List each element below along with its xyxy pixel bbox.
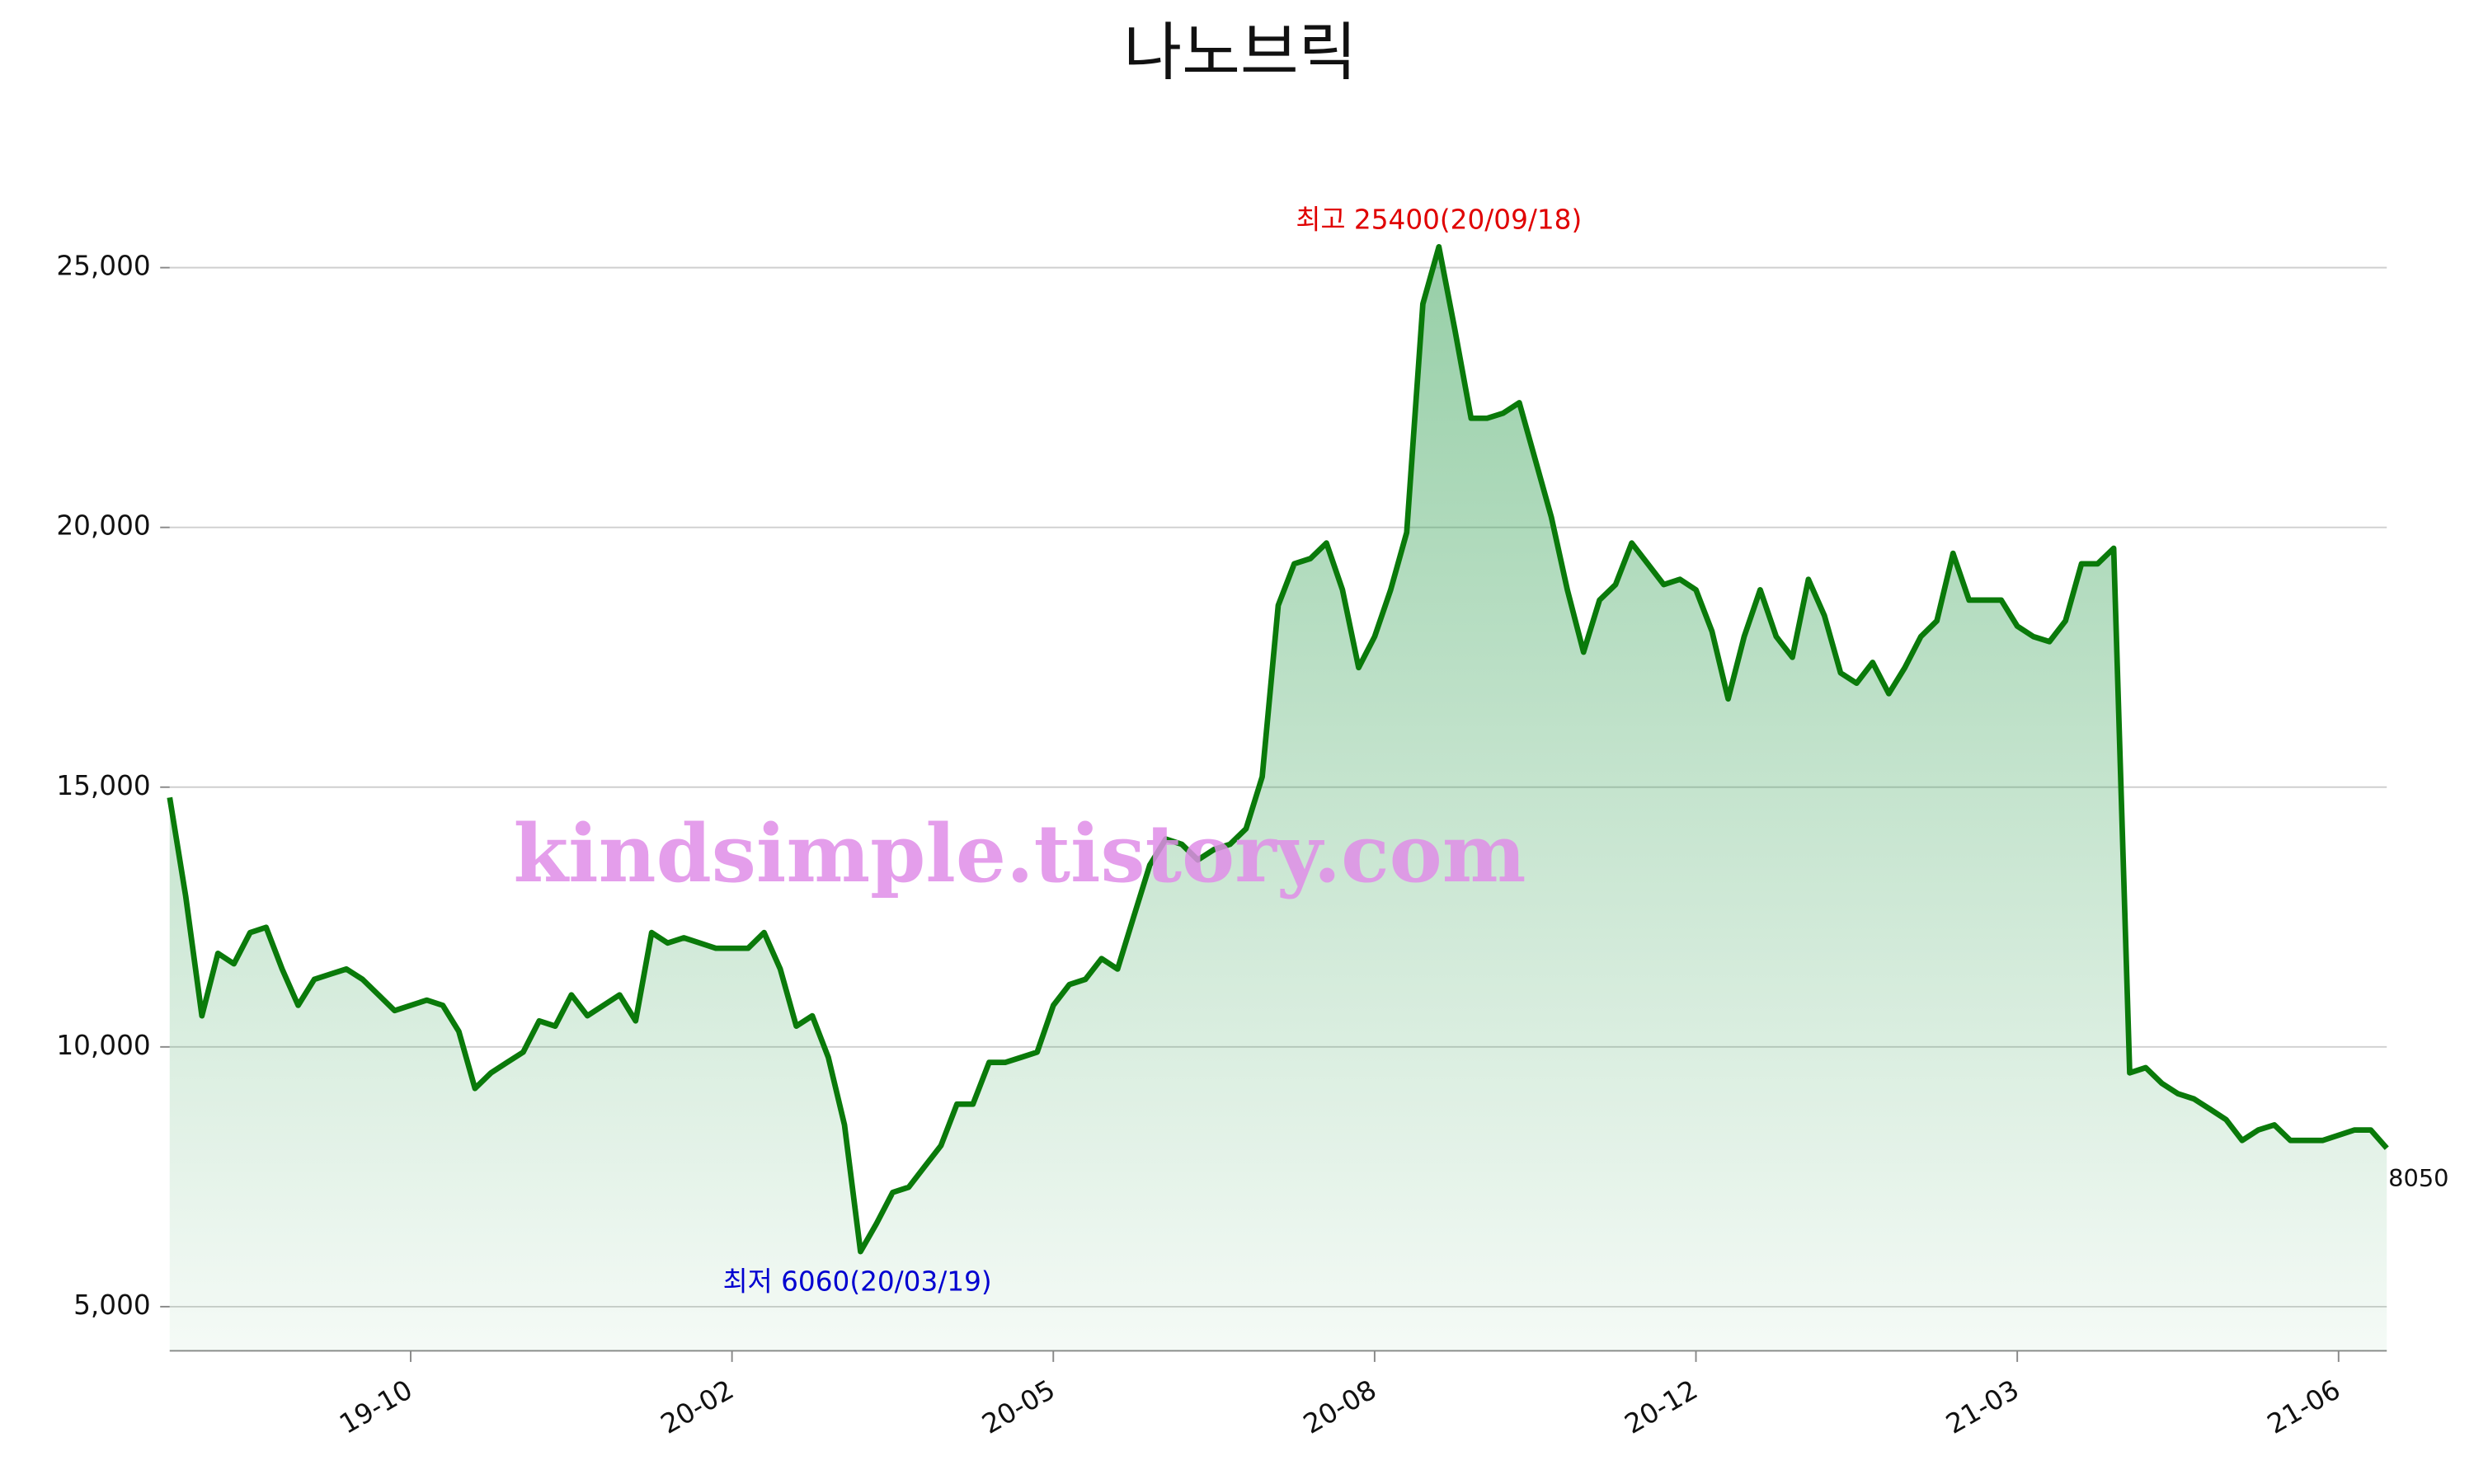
- y-tick-label: 5,000: [73, 1289, 151, 1321]
- x-tick-label: 20-08: [1298, 1374, 1381, 1439]
- annotation: 최고 25400(20/09/18): [1296, 204, 1582, 236]
- end-value-label: 8050: [2388, 1164, 2448, 1192]
- x-tick-label: 20-02: [656, 1374, 739, 1439]
- annotation: 최저 6060(20/03/19): [723, 1266, 992, 1298]
- x-tick-label: 20-12: [1620, 1374, 1703, 1439]
- area: [169, 247, 2387, 1351]
- x-tick-label: 19-10: [334, 1374, 417, 1439]
- y-tick-label: 20,000: [56, 510, 150, 542]
- x-tick-label: 20-05: [976, 1374, 1060, 1439]
- x-tick-label: 21-06: [2262, 1374, 2345, 1439]
- y-tick-label: 15,000: [56, 770, 150, 801]
- chart-title: 나노브릭: [1123, 16, 1357, 90]
- y-tick-label: 10,000: [56, 1030, 150, 1061]
- watermark: kindsimple.tistory.com: [514, 807, 1526, 900]
- line: [167, 244, 2389, 1255]
- x-tick-label: 21-03: [1940, 1374, 2024, 1439]
- y-tick-label: 25,000: [56, 251, 150, 282]
